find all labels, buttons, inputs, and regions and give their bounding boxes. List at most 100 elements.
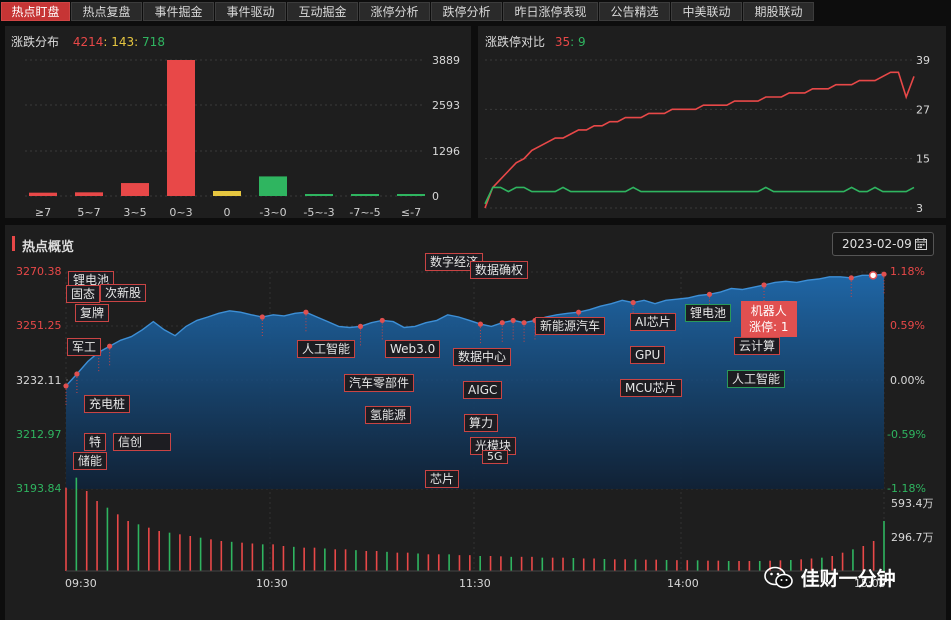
tab-limit-up-analysis[interactable]: 涨停分析 bbox=[359, 2, 430, 21]
tag-marker bbox=[630, 299, 636, 306]
sector-tag[interactable]: 云计算 bbox=[734, 337, 781, 355]
sector-tag[interactable]: 锂电池 bbox=[685, 304, 732, 322]
sector-tag[interactable]: 人工智能 bbox=[297, 340, 356, 358]
highlight-name: 机器人 bbox=[750, 304, 787, 318]
index-line bbox=[65, 273, 885, 387]
x-tick-label: -7~-5 bbox=[349, 206, 380, 219]
volume-bar bbox=[479, 556, 481, 571]
volume-bar bbox=[717, 560, 720, 571]
volume-tick: 593.4万 bbox=[891, 497, 934, 510]
volume-bar bbox=[406, 552, 409, 571]
volume-bar bbox=[437, 554, 440, 571]
tab-futures-stocks[interactable]: 期股联动 bbox=[743, 2, 814, 21]
volume-bar bbox=[448, 554, 450, 571]
volume-bar bbox=[386, 551, 388, 571]
sector-tag[interactable]: 复牌 bbox=[75, 304, 110, 322]
y-right-tick: 1.18% bbox=[890, 265, 925, 278]
volume-bar bbox=[810, 558, 813, 571]
sector-tag[interactable]: 充电桩 bbox=[84, 395, 131, 413]
flat-count: 143 bbox=[111, 35, 135, 49]
y-tick-label: 3889 bbox=[432, 54, 460, 67]
sector-tag[interactable]: 汽车零部件 bbox=[344, 374, 415, 392]
volume-bar bbox=[469, 555, 471, 571]
wechat-icon bbox=[764, 566, 793, 588]
volume-bar bbox=[593, 558, 595, 571]
series-line bbox=[484, 186, 915, 205]
volume-bar bbox=[707, 560, 709, 571]
sector-tag[interactable]: 算力 bbox=[464, 414, 499, 432]
date-value: 2023-02-09 bbox=[842, 237, 912, 251]
volume-bar bbox=[116, 514, 119, 571]
sector-tag[interactable]: 次新股 bbox=[100, 284, 147, 302]
tab-announcements[interactable]: 公告精选 bbox=[599, 2, 670, 21]
y-right-tick: 0.59% bbox=[890, 319, 925, 332]
bar bbox=[305, 194, 333, 196]
down-count: 718 bbox=[142, 35, 165, 49]
sector-tag[interactable]: AIGC bbox=[463, 381, 503, 399]
limit-up-count: 35 bbox=[554, 35, 571, 49]
sector-tag[interactable]: AI芯片 bbox=[630, 313, 676, 331]
tab-hot-watch[interactable]: 热点盯盘 bbox=[1, 2, 70, 21]
bar bbox=[167, 60, 195, 196]
x-tick: 10:30 bbox=[256, 577, 288, 590]
volume-bar bbox=[500, 556, 502, 571]
distribution-panel: 涨跌分布 4214: 143: 718 3889 2593 1296 0 ≥7 5~7 3~… bbox=[5, 26, 471, 219]
sector-tag[interactable]: 人工智能 bbox=[727, 370, 786, 388]
tab-limit-down-analysis[interactable]: 跌停分析 bbox=[431, 2, 502, 21]
sector-tag[interactable]: 军工 bbox=[67, 338, 102, 356]
sector-tag[interactable]: 新能源汽车 bbox=[535, 317, 606, 335]
y-tick-label: 39 bbox=[916, 54, 930, 67]
sector-tag[interactable]: Web3.0 bbox=[385, 340, 441, 358]
bar bbox=[351, 194, 379, 196]
volume-bar bbox=[417, 553, 419, 571]
tab-event-driven[interactable]: 事件驱动 bbox=[215, 2, 286, 21]
volume-bar bbox=[613, 559, 616, 571]
sector-tag[interactable]: GPU bbox=[630, 346, 666, 364]
volume-bar bbox=[127, 521, 129, 571]
volume-bar bbox=[261, 544, 264, 571]
sector-tag[interactable]: 储能 bbox=[73, 452, 108, 470]
tab-us-china[interactable]: 中美联动 bbox=[671, 2, 742, 21]
tab-hot-review[interactable]: 热点复盘 bbox=[71, 2, 142, 21]
y-right-tick: -0.59% bbox=[887, 428, 926, 441]
sector-tag[interactable]: 芯片 bbox=[425, 470, 460, 488]
volume-bar bbox=[375, 551, 378, 571]
sector-tag[interactable]: 5G bbox=[482, 450, 508, 464]
tab-yesterday-limit-up[interactable]: 昨日涨停表现 bbox=[503, 2, 598, 21]
x-tick-label: 0~3 bbox=[169, 206, 192, 219]
y-tick-label: 3 bbox=[916, 202, 923, 215]
sector-tag[interactable]: 信创 bbox=[113, 433, 171, 451]
tag-marker bbox=[761, 282, 767, 288]
volume-bar bbox=[282, 546, 285, 571]
volume-bar bbox=[85, 491, 88, 571]
volume-bar bbox=[748, 561, 751, 571]
sector-tag[interactable]: 数据中心 bbox=[453, 348, 512, 366]
highlight-tag[interactable]: 机器人 涨停: 1 bbox=[741, 301, 797, 337]
x-tick-label: -5~-3 bbox=[303, 206, 334, 219]
tag-marker bbox=[477, 321, 484, 327]
sector-tag[interactable]: 固态 bbox=[66, 285, 101, 303]
volume-bar bbox=[179, 534, 181, 571]
sector-tag[interactable]: 数据确权 bbox=[470, 261, 529, 279]
sector-tag[interactable]: 特 bbox=[84, 433, 107, 451]
volume-bar bbox=[572, 558, 575, 571]
volume-bar bbox=[883, 521, 885, 571]
y-tick-label: 0 bbox=[432, 190, 439, 203]
date-picker[interactable]: 2023-02-09 bbox=[832, 232, 934, 256]
hot-overview-title: 热点概览 bbox=[22, 240, 75, 255]
volume-bar bbox=[65, 487, 67, 571]
y-right-tick: -1.18% bbox=[887, 482, 926, 495]
bar bbox=[121, 183, 149, 196]
y-left-tick: 3232.11 bbox=[16, 374, 62, 387]
bar bbox=[259, 176, 287, 196]
sector-tag[interactable]: 氢能源 bbox=[365, 406, 412, 424]
volume-bar bbox=[696, 560, 699, 571]
highlight-marker bbox=[868, 271, 878, 280]
sector-tag[interactable]: MCU芯片 bbox=[620, 379, 682, 397]
y-left-tick: 3251.25 bbox=[16, 319, 62, 332]
up-count: 4214 bbox=[72, 35, 104, 49]
tab-interactive-mining[interactable]: 互动掘金 bbox=[287, 2, 358, 21]
tab-bar: 热点盯盘 热点复盘 事件掘金 事件驱动 互动掘金 涨停分析 跌停分析 昨日涨停表… bbox=[0, 0, 951, 22]
tab-event-mining[interactable]: 事件掘金 bbox=[143, 2, 214, 21]
volume-bar bbox=[665, 560, 668, 571]
